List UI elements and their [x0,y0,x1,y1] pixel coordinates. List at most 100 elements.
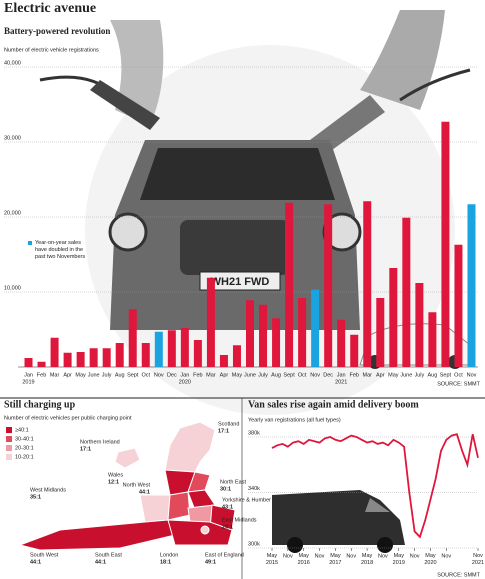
y-tick-label: 380k [248,430,260,436]
x-tick-label: May [75,372,86,378]
headlight-right [322,212,362,252]
year-label: 2020 [179,379,191,385]
x-tick-label: May 2019 [393,553,405,566]
region-name: Northern Ireland [80,439,120,445]
bar [167,330,176,367]
map-title: Still charging up [4,399,76,410]
y-tick-label: 300k [248,541,260,547]
x-tick-label: Apr [63,372,72,378]
map-subtitle: Number of electric vehicles per public c… [4,415,132,421]
x-tick-label: May [232,372,243,378]
x-tick-label: Nov [467,372,477,378]
x-tick-label: June [244,372,256,378]
bar [337,319,346,367]
x-tick-line: 2016 [298,560,310,566]
plate-text: WH21 FWD [211,276,270,288]
bar [246,300,254,367]
region-name: London [160,552,178,558]
x-tick-label: Nov [310,372,320,378]
bar [467,204,476,367]
bar [454,244,463,367]
x-tick-label: Oct [454,372,463,378]
x-tick-label: Sept [127,372,139,378]
x-tick-label: Aug [115,372,125,378]
bar [128,309,137,367]
region-london [200,525,210,535]
legend-swatch [28,241,32,245]
bar [50,337,59,367]
year-label: 2019 [22,379,34,385]
x-tick-label: Aug [271,372,281,378]
bar [37,361,46,367]
x-tick-line: 2015 [266,560,278,566]
x-tick-label: Apr [376,372,385,378]
x-tick-line: May [394,553,405,559]
van-window [365,498,390,512]
x-tick-label: June [400,372,412,378]
bar [63,352,72,367]
x-tick-label: July [102,372,112,378]
region-ratio: 30:1 [220,486,231,492]
x-tick-label: Nov [315,553,325,559]
y-tick-label: 30,000 [4,135,21,141]
x-tick-label: Dec [167,372,177,378]
x-tick-label: Nov 2021 [472,553,484,566]
car-illustration: WH21 FWD [39,10,473,415]
y-tick-label: 340k [248,486,260,492]
legend-line: past two Novembers [35,254,85,260]
region-ratio: 43:1 [222,504,233,510]
region-west-midlands [167,491,191,521]
legend-label: 30-40:1 [15,436,34,442]
bar [141,343,150,367]
headlight-left [108,212,148,252]
x-tick-line: May [298,553,309,559]
x-tick-label: May [388,372,399,378]
region-ratio: 17:1 [80,446,91,452]
van-illustration [272,490,405,553]
bar [311,289,320,367]
x-tick-label: Nov [346,553,356,559]
bar [298,298,307,367]
x-tick-line: May [267,553,278,559]
x-tick-line: 2021 [472,560,484,566]
source: SOURCE: SMMT [437,572,480,578]
bar [324,204,333,367]
legend-swatch [6,436,12,442]
region-ratio: 44:1 [95,559,106,565]
region-wales [139,494,171,523]
windscreen [140,148,335,200]
region-scotland [164,421,216,473]
x-tick-label: Dec [323,372,333,378]
grille [180,220,290,275]
bar [350,334,359,367]
legend-line: Year-on-year sales [35,240,81,246]
region-ratio: 12:1 [108,479,119,485]
van-wheel [377,537,393,553]
x-tick-label: May 2018 [361,553,373,566]
y-tick-label: 10,000 [4,285,21,291]
legend-label: Year-on-year sales have doubled in the pas… [35,240,85,260]
x-tick-line: May [362,553,373,559]
legend-label: ≥40:1 [15,427,29,433]
bar [232,345,241,367]
region-ratio: 18:1 [160,559,171,565]
region-name: Wales [108,472,123,478]
region-name: East Midlands [222,517,257,523]
bar [102,348,111,367]
x-tick-line: 2020 [424,560,436,566]
line-title: Van sales rise again amid delivery boom [248,399,419,410]
bar [415,283,424,367]
x-tick-label: Feb [349,372,358,378]
region-name: East of England [205,552,244,558]
region-name: South East [95,552,122,558]
region-northern-ireland [114,447,141,469]
y-axis-label: Number of electric vehicle registrations [4,47,99,53]
x-tick-line: Nov [473,553,483,559]
plug-left [90,80,160,130]
x-tick-label: Feb [37,372,46,378]
x-tick-label: Nov [410,553,420,559]
x-tick-label: May 2017 [329,553,341,566]
bar [272,318,281,367]
bar [219,355,228,367]
x-tick-label: Mar [50,372,60,378]
